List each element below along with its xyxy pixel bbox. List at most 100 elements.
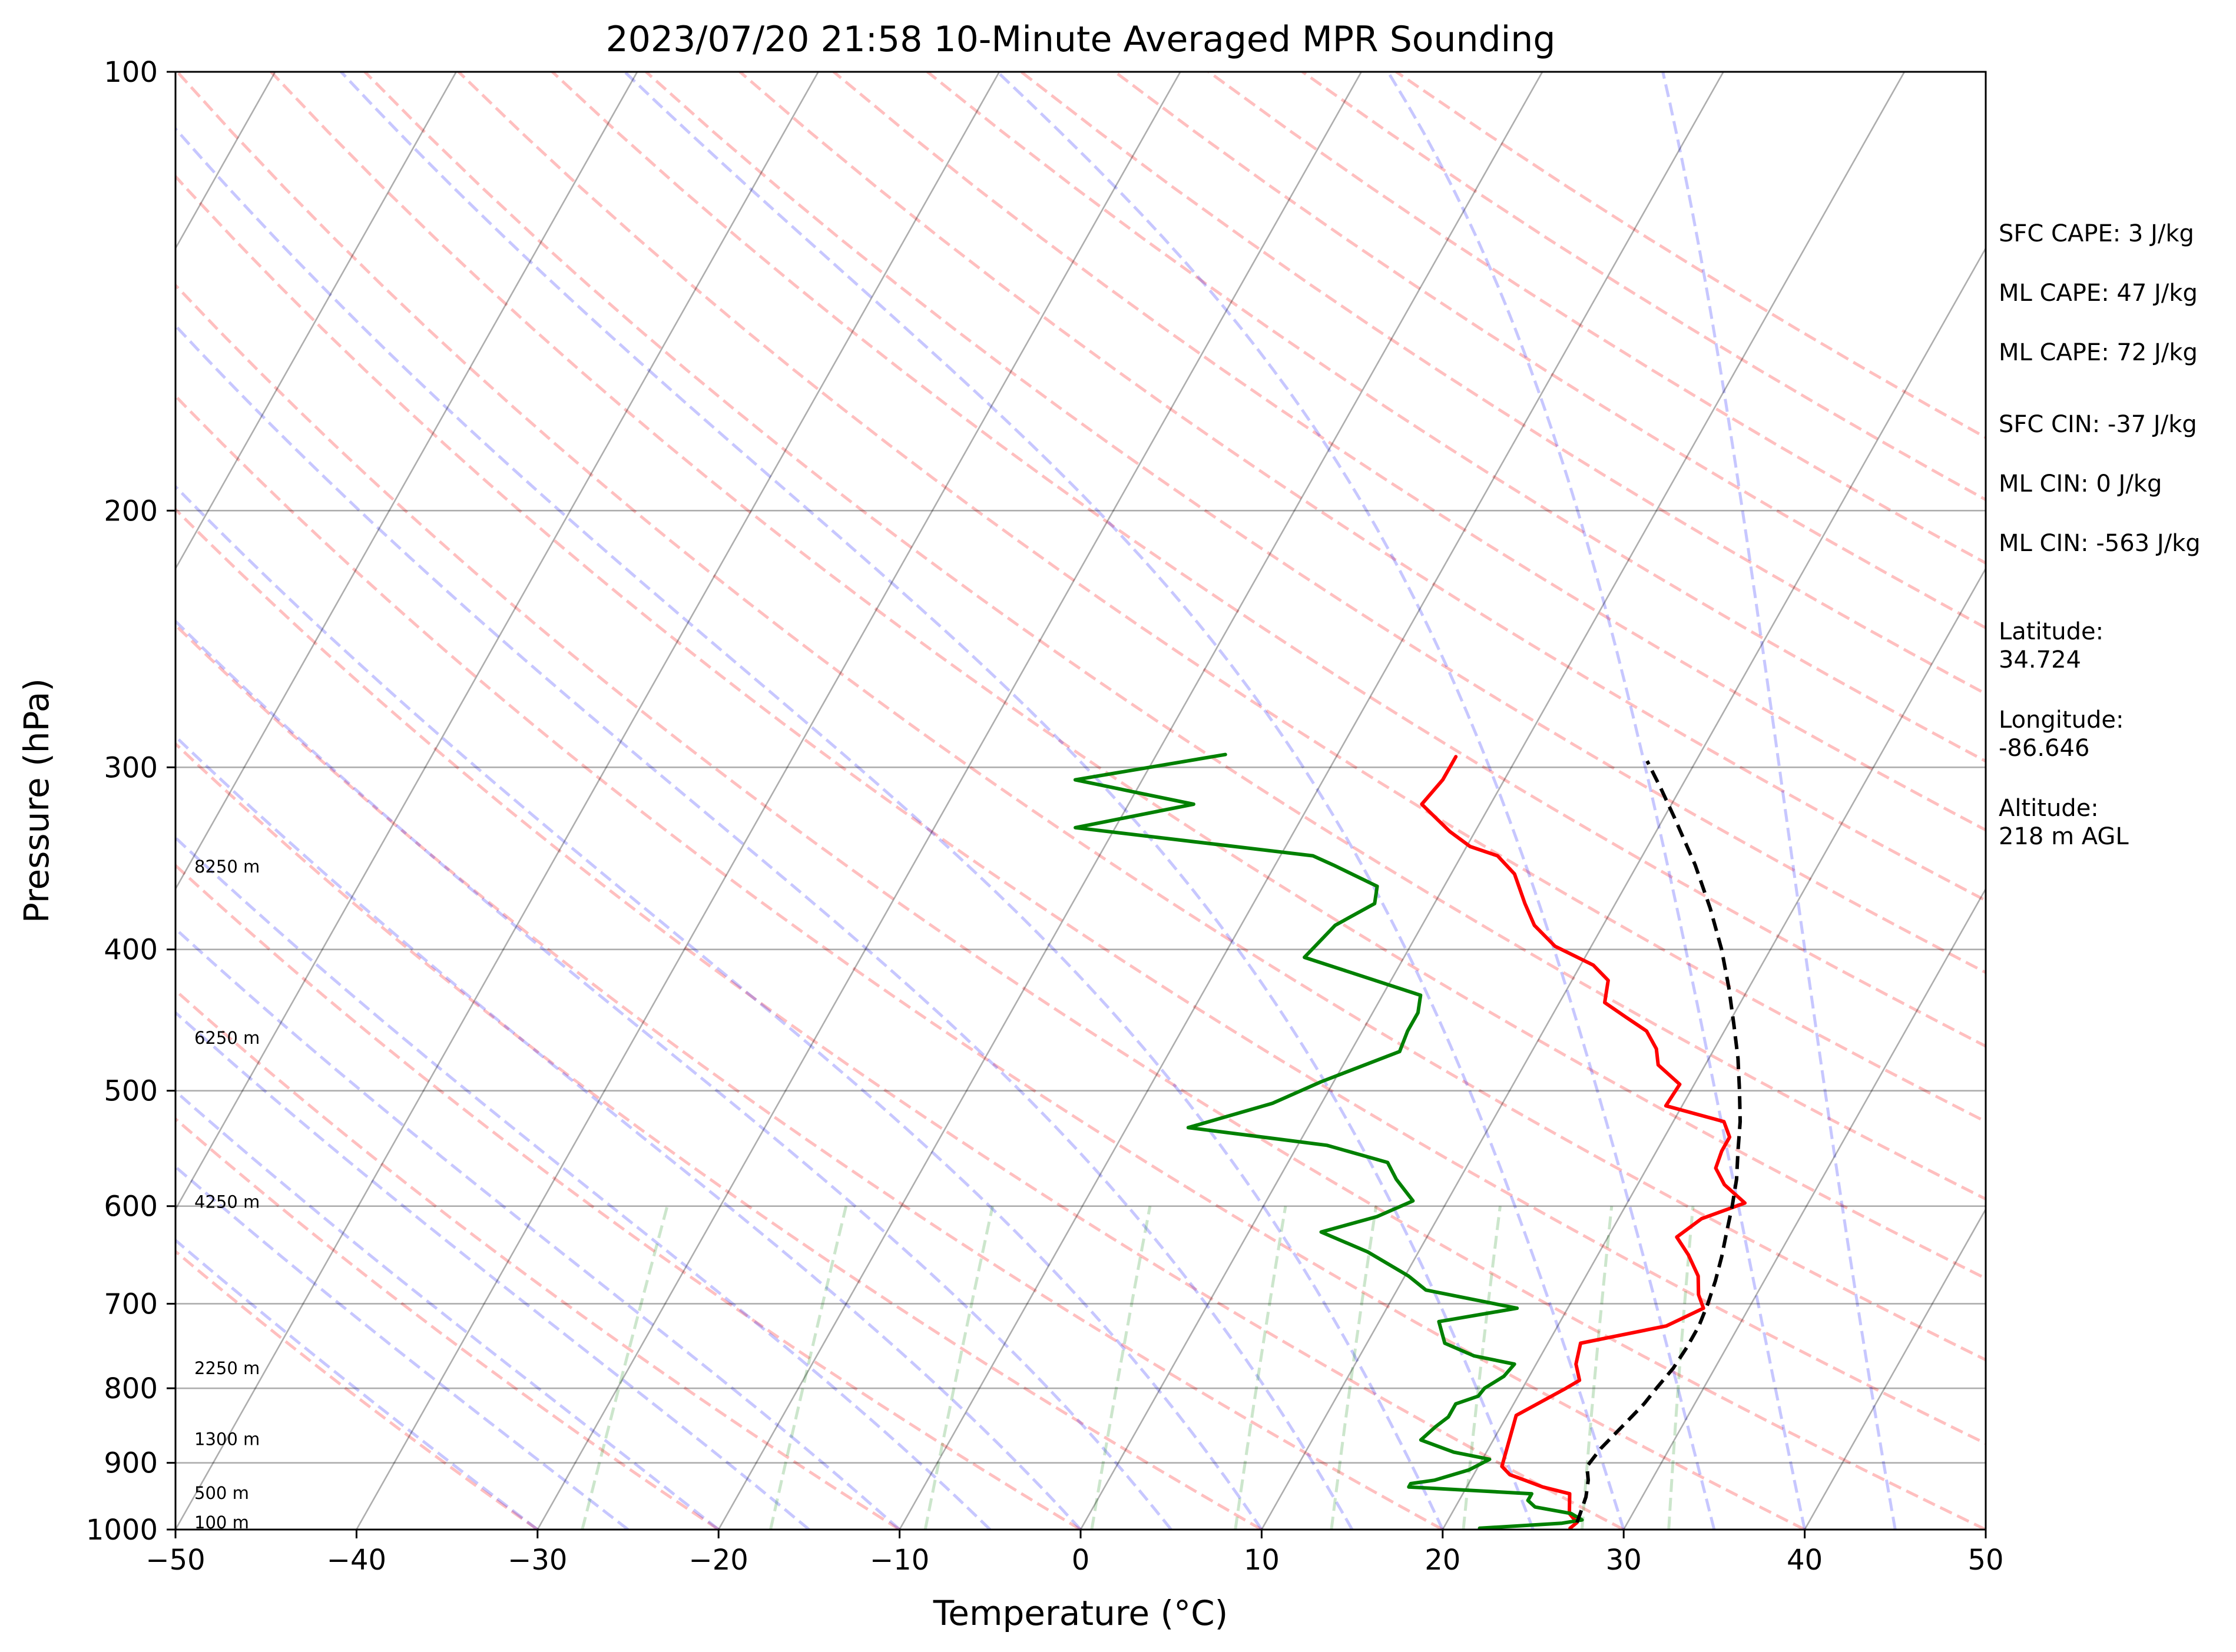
mixing-ratio-line xyxy=(1462,1206,1502,1530)
mixing-ratio-line xyxy=(923,1206,995,1530)
altitude-label: 4250 m xyxy=(194,1192,260,1212)
isotherm xyxy=(175,72,457,570)
altitude-label: 2250 m xyxy=(194,1358,260,1378)
dry-adiabat xyxy=(175,741,1263,1530)
dry-adiabat xyxy=(175,988,900,1530)
y-tick-label: 500 xyxy=(104,1075,158,1108)
y-tick-label: 100 xyxy=(104,56,158,89)
dry-adiabat xyxy=(645,72,1986,974)
dry-adiabat xyxy=(363,72,1986,1201)
x-tick-label: 0 xyxy=(1072,1544,1090,1577)
isotherm xyxy=(899,72,1724,1530)
altitude-labels: 100 m 500 m 1300 m 2250 m 4250 m 6250 m 8250 m xyxy=(194,857,260,1532)
y-tick-label: 200 xyxy=(104,495,158,528)
dry-adiabat xyxy=(175,863,1082,1530)
moist-adiabat xyxy=(175,1010,810,1530)
info-text: ML CAPE: 47 J/kg xyxy=(1999,280,2198,307)
isotherm xyxy=(175,72,819,1211)
x-tick-label: −10 xyxy=(870,1544,929,1577)
dry-adiabat xyxy=(457,72,1986,1123)
dry-adiabat xyxy=(833,72,1986,832)
dry-adiabat xyxy=(926,72,1986,763)
mixing-ratio-line xyxy=(1090,1206,1152,1530)
y-tick-label: 900 xyxy=(104,1447,158,1480)
info-text: SFC CIN: -37 J/kg xyxy=(1999,411,2197,438)
moist-adiabat xyxy=(996,72,1716,1530)
y-tick-label: 600 xyxy=(104,1190,158,1223)
x-tick-label: −30 xyxy=(508,1544,567,1577)
sounding-info-panel: SFC CAPE: 3 J/kg ML CAPE: 47 J/kg ML CAPE:… xyxy=(1999,220,2201,850)
info-text: Altitude: 218 m AGL xyxy=(1999,795,2129,850)
dry-adiabat xyxy=(175,283,1986,1530)
background-lines xyxy=(175,72,1986,1530)
x-tick-label: −20 xyxy=(689,1544,748,1577)
altitude-label: 6250 m xyxy=(194,1028,260,1048)
isotherm xyxy=(1261,247,1986,1530)
info-text: SFC CAPE: 3 J/kg xyxy=(1999,220,2194,247)
moist-adiabat xyxy=(175,835,992,1530)
moist-adiabat xyxy=(175,1089,720,1530)
moist-adiabat xyxy=(175,484,1263,1530)
isotherm xyxy=(175,72,1001,1530)
x-tick-label: 40 xyxy=(1787,1544,1823,1577)
isotherm xyxy=(1079,72,1906,1530)
moist-adiabat xyxy=(175,323,1354,1530)
series-line xyxy=(1073,752,1584,1530)
mixing-ratio-line xyxy=(1581,1206,1614,1530)
dry-adiabat xyxy=(175,507,1625,1530)
x-tick-label: −40 xyxy=(327,1544,386,1577)
moist-adiabat xyxy=(175,619,1172,1530)
isotherm xyxy=(356,72,1181,1530)
moist-adiabat xyxy=(175,126,1445,1530)
info-text: Longitude: -86.646 xyxy=(1999,706,2124,762)
moist-adiabat xyxy=(175,1238,539,1530)
y-tick-label: 400 xyxy=(104,934,158,967)
info-text: Latitude: 34.724 xyxy=(1999,618,2104,674)
dry-adiabat xyxy=(176,72,1986,1362)
mixing-ratio-line xyxy=(581,1206,669,1530)
altitude-label: 100 m xyxy=(194,1512,249,1532)
info-text: ML CIN: 0 J/kg xyxy=(1999,470,2162,497)
moist-adiabat xyxy=(175,734,1082,1530)
altitude-label: 500 m xyxy=(194,1483,249,1503)
dry-adiabat xyxy=(551,72,1986,1048)
axis-ticks: −50 −40 −30 −20 −10 0 10 20 30 40 50 1000 900 800 700 6… xyxy=(86,56,2004,1577)
isotherm xyxy=(1442,567,1986,1530)
dry-adiabat xyxy=(1020,72,1986,696)
mixing-ratio-line xyxy=(1234,1206,1287,1530)
y-axis-label: Pressure (hPa) xyxy=(16,678,57,923)
series-line xyxy=(1575,760,1742,1524)
isotherm xyxy=(1623,887,1986,1530)
moist-adiabat xyxy=(1386,72,1807,1530)
series-layer xyxy=(1073,752,1747,1530)
dry-adiabat xyxy=(175,623,1444,1530)
isotherm xyxy=(718,72,1543,1530)
x-tick-label: 50 xyxy=(1967,1544,2003,1577)
info-text: ML CAPE: 72 J/kg xyxy=(1999,339,2198,366)
info-text: ML CIN: -563 J/kg xyxy=(1999,530,2201,557)
isotherm xyxy=(1804,1208,1986,1530)
x-tick-label: 10 xyxy=(1244,1544,1280,1577)
dry-adiabat xyxy=(175,1117,720,1530)
dry-adiabat xyxy=(175,394,1806,1530)
y-tick-label: 1000 xyxy=(86,1514,158,1547)
x-tick-label: 20 xyxy=(1425,1544,1460,1577)
altitude-label: 8250 m xyxy=(194,857,260,877)
mixing-ratio-line xyxy=(1330,1206,1378,1530)
dry-adiabat xyxy=(175,1249,539,1530)
isotherm xyxy=(536,72,1362,1530)
moist-adiabat xyxy=(1661,72,1897,1530)
x-axis-label: Temperature (°C) xyxy=(933,1593,1228,1633)
x-tick-label: 30 xyxy=(1606,1544,1642,1577)
dry-adiabat xyxy=(175,174,1986,1445)
chart-title: 2023/07/20 21:58 10-Minute Averaged MPR … xyxy=(606,19,1556,60)
moist-adiabat xyxy=(175,927,901,1530)
moist-adiabat xyxy=(623,72,1625,1530)
isotherm xyxy=(175,72,638,891)
y-tick-label: 800 xyxy=(104,1372,158,1405)
y-tick-label: 300 xyxy=(104,751,158,784)
x-tick-label: −50 xyxy=(145,1544,205,1577)
altitude-label: 1300 m xyxy=(194,1429,260,1449)
mixing-ratio-line xyxy=(1667,1206,1695,1530)
